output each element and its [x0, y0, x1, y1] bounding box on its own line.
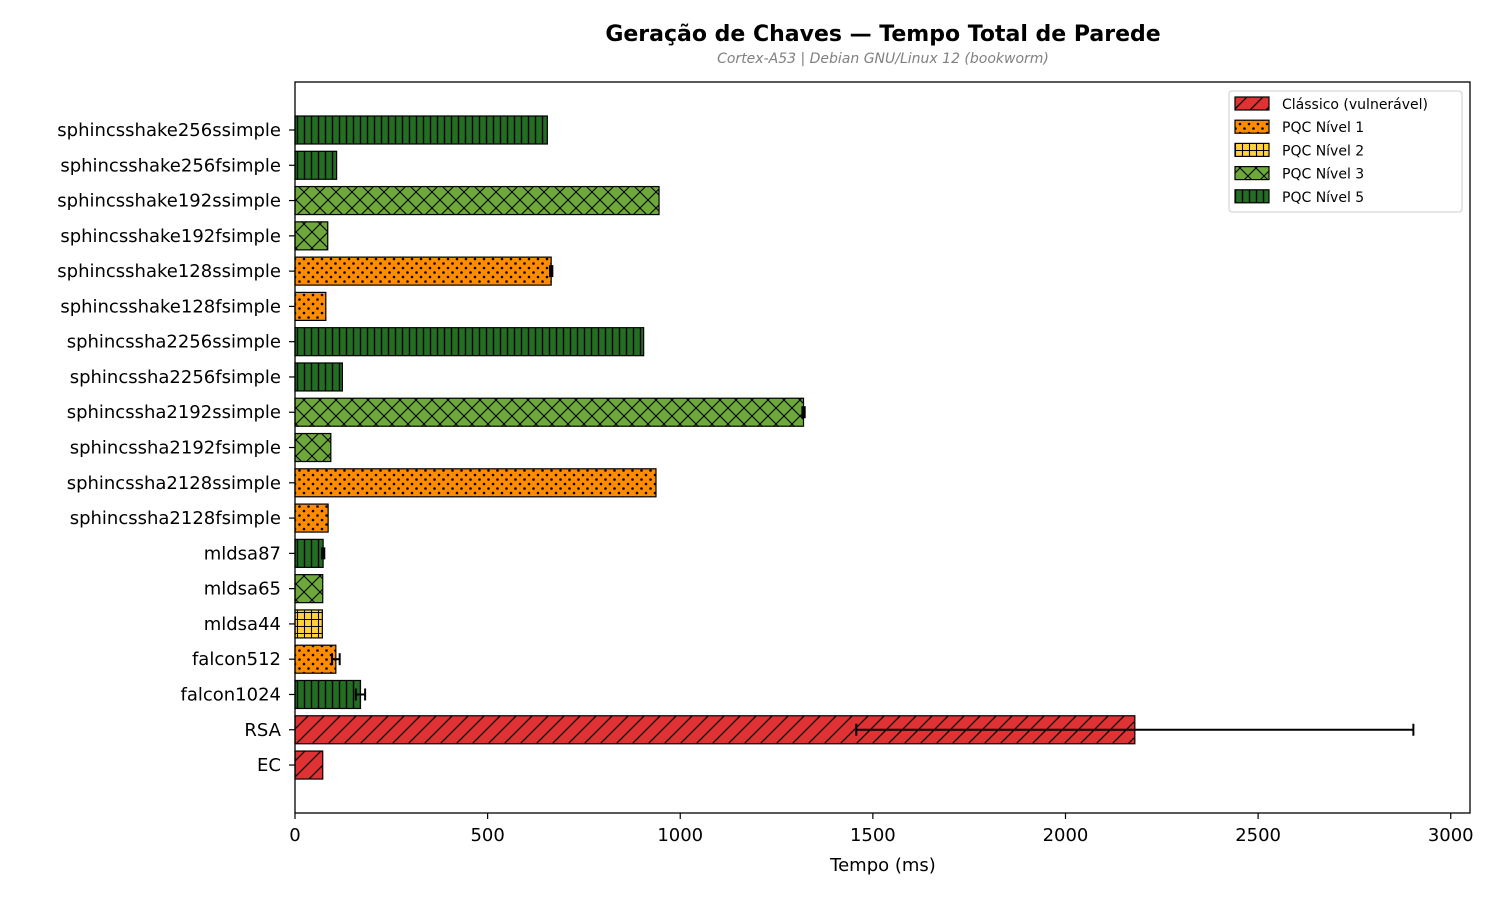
y-tick-label: sphincsshake128ssimple — [57, 261, 281, 282]
x-tick-label: 500 — [470, 825, 504, 846]
bar-sphincsshake128ssimple — [294, 256, 552, 286]
legend-swatch-l3 — [1234, 166, 1270, 181]
bar-falcon512 — [294, 644, 337, 674]
legend-swatch-l5 — [1234, 189, 1270, 204]
y-tick-label: sphincsshake256ssimple — [57, 120, 281, 141]
bar-sphincssha2256fsimple — [294, 362, 343, 392]
x-axis-ticks: 0 500 1000 1500 2000 2500 3000 — [289, 813, 1474, 846]
legend-label-l1: PQC Nível 1 — [1282, 120, 1364, 136]
legend-swatch-l2 — [1234, 142, 1270, 157]
legend-label-l2: PQC Nível 2 — [1282, 143, 1364, 159]
y-tick-label: sphincsshake256fsimple — [60, 155, 281, 176]
chart-title: Geração de Chaves — Tempo Total de Pared… — [605, 22, 1160, 47]
bar-sphincsshake192fsimple — [294, 221, 329, 251]
x-tick-label: 2500 — [1235, 825, 1281, 846]
bar-sphincsshake256ssimple — [294, 115, 548, 145]
bar-sphincssha2192fsimple — [294, 432, 332, 463]
x-axis-label: Tempo (ms) — [829, 855, 936, 876]
bar-sphincssha2192ssimple — [294, 397, 805, 427]
chart-subtitle: Cortex-A53 | Debian GNU/Linux 12 (bookwo… — [717, 51, 1049, 67]
bar-falcon1024 — [294, 679, 362, 710]
x-tick-label: 0 — [289, 825, 300, 846]
y-tick-label: sphincssha2192ssimple — [67, 402, 281, 423]
y-tick-label: falcon512 — [192, 649, 281, 670]
legend-frame — [1228, 90, 1463, 213]
bar-EC — [294, 750, 324, 780]
bar-mldsa87 — [294, 538, 324, 568]
bar-mldsa44 — [294, 609, 323, 639]
plot-area-frame — [294, 81, 1471, 814]
bar-mldsa65 — [294, 574, 324, 604]
legend-label-l5: PQC Nível 5 — [1282, 190, 1364, 206]
x-tick-label: 1500 — [850, 825, 896, 846]
y-tick-label: EC — [257, 755, 281, 776]
legend-swatch-l1 — [1234, 119, 1270, 134]
bars-layer — [294, 115, 1136, 780]
y-tick-label: sphincsshake192ssimple — [57, 191, 281, 212]
y-tick-label: mldsa44 — [204, 614, 281, 635]
y-tick-label: sphincssha2256ssimple — [67, 332, 281, 353]
legend-swatch-classic — [1234, 96, 1270, 111]
bar-sphincssha2256ssimple — [294, 327, 645, 357]
x-tick-label: 1000 — [657, 825, 703, 846]
y-tick-label: mldsa87 — [204, 543, 281, 564]
x-tick-label: 2000 — [1043, 825, 1089, 846]
bar-sphincsshake128fsimple — [294, 291, 327, 321]
x-tick-label: 3000 — [1428, 825, 1474, 846]
y-tick-label: sphincssha2128ssimple — [67, 473, 281, 494]
y-tick-label: sphincsshake192fsimple — [60, 226, 281, 247]
y-tick-label: sphincssha2128fsimple — [70, 508, 281, 529]
error-bars-layer — [320, 265, 1415, 736]
bar-sphincssha2128fsimple — [294, 503, 329, 533]
y-tick-label: sphincssha2192fsimple — [70, 438, 281, 459]
y-tick-label: RSA — [244, 720, 281, 741]
y-tick-label: sphincssha2256fsimple — [70, 367, 281, 388]
y-tick-label: sphincsshake128fsimple — [60, 296, 281, 317]
legend: Clássico (vulnerável) PQC Nível 1 PQC Níve… — [1228, 90, 1463, 213]
y-axis-ticks: sphincsshake256ssimple sphincsshake256fsi… — [57, 120, 295, 776]
bar-sphincssha2128ssimple — [294, 468, 657, 498]
bar-sphincsshake192ssimple — [294, 185, 660, 216]
legend-label-l3: PQC Nível 3 — [1282, 167, 1364, 183]
y-tick-label: mldsa65 — [204, 579, 281, 600]
y-tick-label: falcon1024 — [181, 684, 282, 705]
bar-sphincsshake256fsimple — [294, 150, 338, 180]
legend-label-classic: Clássico (vulnerável) — [1282, 97, 1428, 113]
